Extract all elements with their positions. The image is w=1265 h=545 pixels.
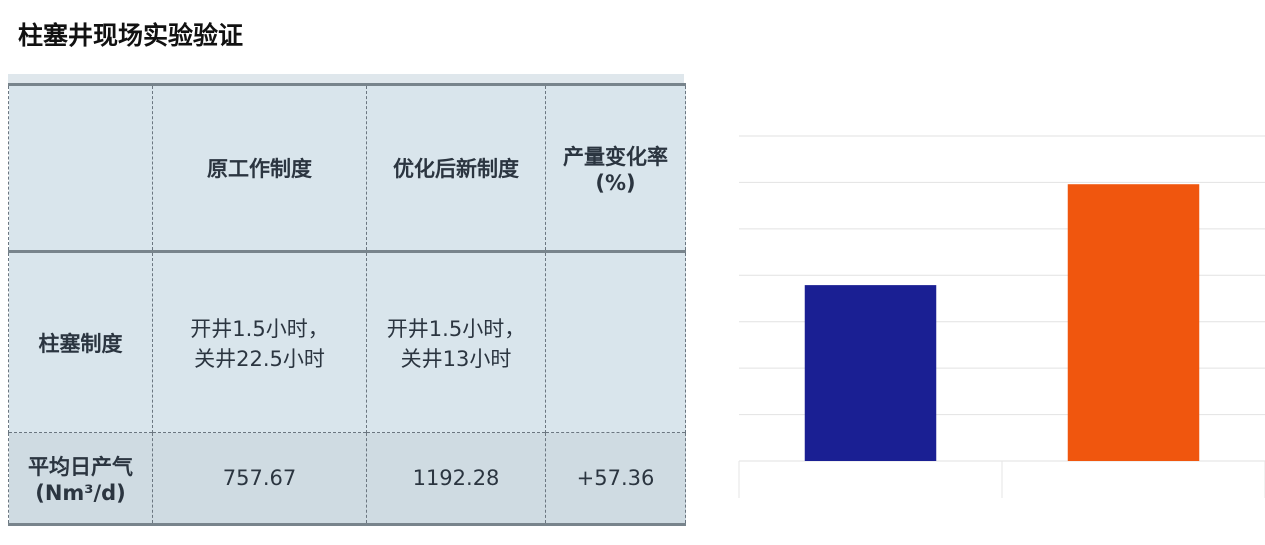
bar-1: [804, 285, 937, 461]
table-top-strip: [8, 74, 684, 84]
header-optimized: 优化后新制度: [366, 83, 546, 253]
cell-empty: [545, 251, 686, 433]
cell-change-rate: +57.36: [545, 432, 686, 526]
cell-optimized-schedule: 开井1.5小时， 关井13小时: [366, 251, 546, 433]
header-empty: [8, 83, 153, 253]
bar-chart: [738, 135, 1265, 498]
header-original: 原工作制度: [152, 83, 367, 253]
page-title: 柱塞井现场实验验证: [18, 21, 244, 50]
table-header-row: 原工作制度 优化后新制度 产量变化率 (%): [8, 83, 686, 253]
table-row: 柱塞制度 开井1.5小时， 关井22.5小时 开井1.5小时， 关井13小时: [8, 251, 686, 433]
table-row: 平均日产气 (Nm³/d) 757.67 1192.28 +57.36: [8, 432, 686, 526]
header-change-rate: 产量变化率 (%): [545, 83, 686, 253]
bar-2: [1067, 184, 1200, 461]
row-label-plunger: 柱塞制度: [8, 251, 153, 433]
cell-original-schedule: 开井1.5小时， 关井22.5小时: [152, 251, 367, 433]
cell-original-gas: 757.67: [152, 432, 367, 526]
cell-optimized-gas: 1192.28: [366, 432, 546, 526]
comparison-table: 原工作制度 优化后新制度 产量变化率 (%) 柱塞制度 开井1.5小时， 关井22.…: [8, 83, 686, 526]
row-label-gas: 平均日产气 (Nm³/d): [8, 432, 153, 526]
